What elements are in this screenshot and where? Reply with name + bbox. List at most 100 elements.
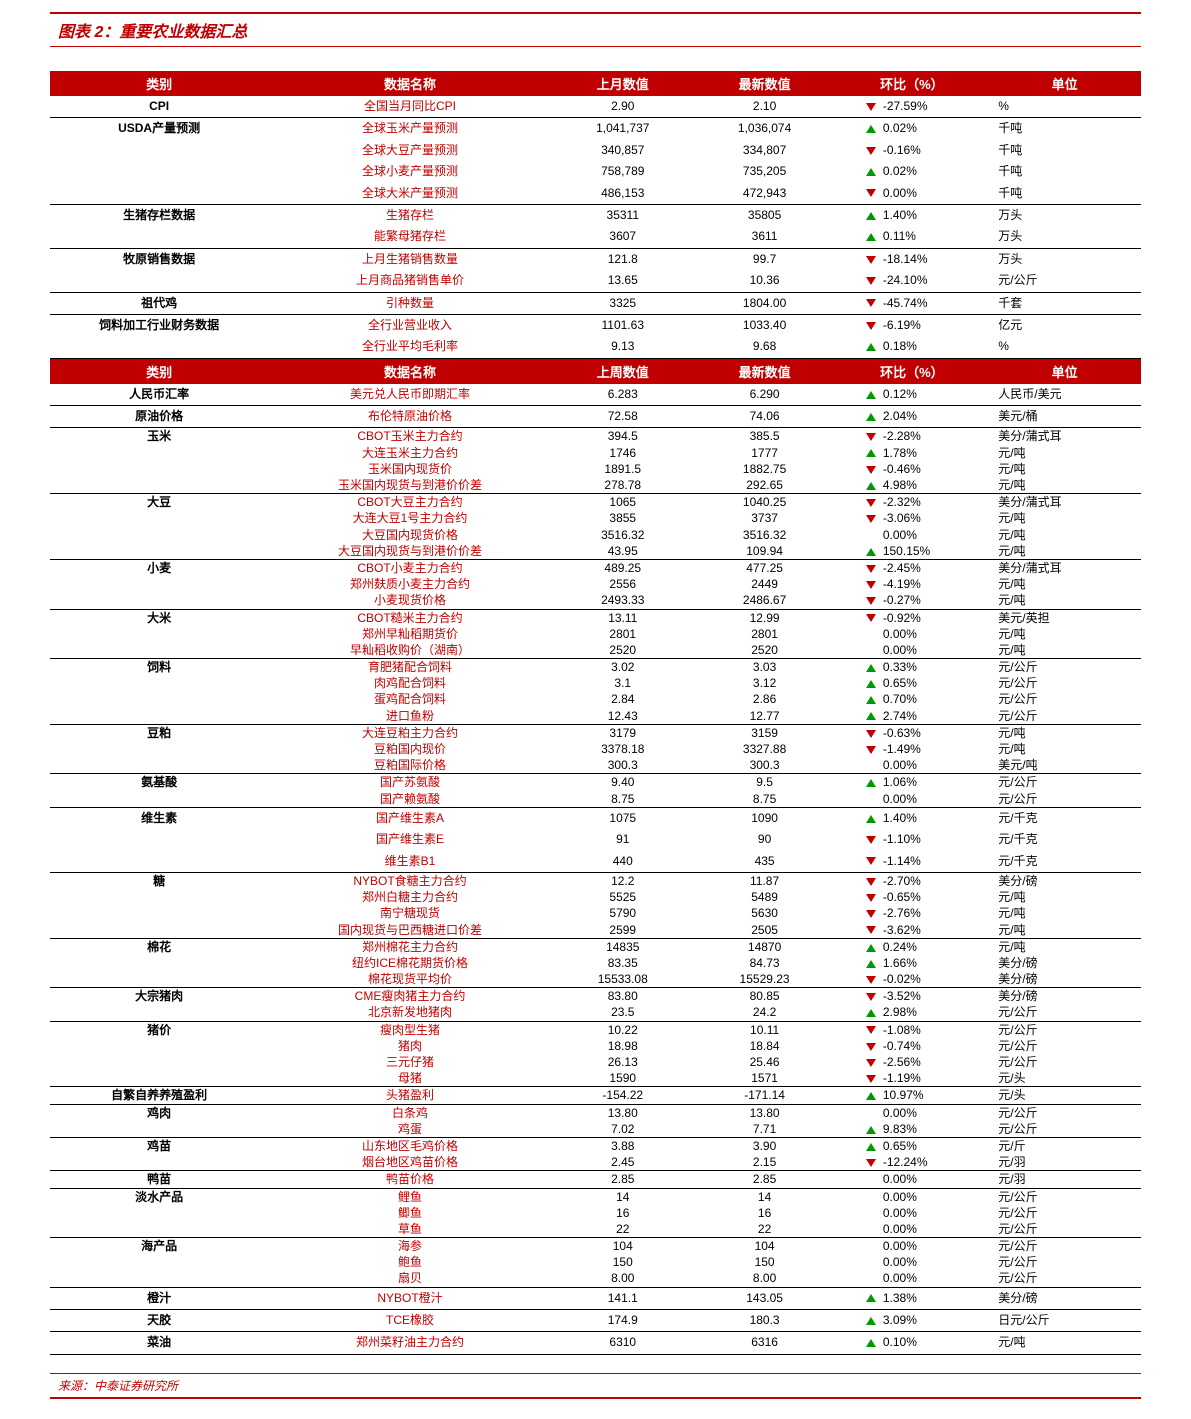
cell-prev-value: 394.5 bbox=[552, 428, 694, 445]
cell-latest-value: -171.14 bbox=[694, 1087, 836, 1104]
cell-data-name: 烟台地区鸡苗价格 bbox=[268, 1154, 552, 1171]
cell-latest-value: 84.73 bbox=[694, 955, 836, 971]
cell-latest-value: 1571 bbox=[694, 1070, 836, 1087]
cell-pct-change: 0.00% bbox=[836, 757, 989, 774]
cell-category: 人民币汇率 bbox=[50, 384, 268, 406]
cell-latest-value: 472,943 bbox=[694, 183, 836, 205]
source-label: 来源：中泰证券研究所 bbox=[58, 1379, 178, 1393]
table-row: 南宁糖现货57905630 -2.76%元/吨 bbox=[50, 905, 1141, 921]
cell-latest-value: 74.06 bbox=[694, 406, 836, 428]
table-row: 肉鸡配合饲料3.13.12 0.65%元/公斤 bbox=[50, 675, 1141, 691]
table-row: 猪价瘦肉型生猪10.2210.11 -1.08%元/公斤 bbox=[50, 1021, 1141, 1038]
cell-pct-change: -2.70% bbox=[836, 872, 989, 889]
cell-pct-change: -0.02% bbox=[836, 971, 989, 988]
cell-unit: 亿元 bbox=[988, 314, 1141, 336]
cell-data-name: 大连大豆1号主力合约 bbox=[268, 510, 552, 526]
cell-unit: 元/公斤 bbox=[988, 1188, 1141, 1205]
cell-latest-value: 16 bbox=[694, 1205, 836, 1221]
cell-latest-value: 1777 bbox=[694, 445, 836, 461]
cell-latest-value: 1882.75 bbox=[694, 461, 836, 477]
table-row: 国产赖氨酸8.758.75 0.00%元/公斤 bbox=[50, 791, 1141, 808]
cell-data-name: 大豆国内现货价格 bbox=[268, 527, 552, 543]
cell-data-name: 瘦肉型生猪 bbox=[268, 1021, 552, 1038]
table-row: 玉米CBOT玉米主力合约394.5385.5 -2.28%美分/蒲式耳 bbox=[50, 428, 1141, 445]
cell-unit: 千套 bbox=[988, 292, 1141, 314]
cell-data-name: 国产苏氨酸 bbox=[268, 774, 552, 791]
cell-prev-value: 91 bbox=[552, 829, 694, 850]
cell-prev-value: 1,041,737 bbox=[552, 118, 694, 140]
cell-prev-value: -154.22 bbox=[552, 1087, 694, 1104]
cell-category bbox=[50, 592, 268, 609]
table-row: 天胶TCE橡胶174.9180.3 3.09%日元/公斤 bbox=[50, 1310, 1141, 1332]
cell-category bbox=[50, 445, 268, 461]
cell-unit: 元/吨 bbox=[988, 461, 1141, 477]
cell-unit: 元/公斤 bbox=[988, 1221, 1141, 1238]
cell-latest-value: 2520 bbox=[694, 642, 836, 659]
cell-prev-value: 174.9 bbox=[552, 1310, 694, 1332]
cell-category bbox=[50, 226, 268, 248]
cell-latest-value: 10.36 bbox=[694, 270, 836, 292]
cell-unit: 元/公斤 bbox=[988, 1205, 1141, 1221]
cell-data-name: 国产维生素E bbox=[268, 829, 552, 850]
arrow-none-icon bbox=[866, 1113, 876, 1114]
cell-unit: 元/公斤 bbox=[988, 675, 1141, 691]
arrow-down-icon bbox=[866, 926, 876, 934]
cell-data-name: 能繁母猪存栏 bbox=[268, 226, 552, 248]
arrow-up-icon bbox=[866, 168, 876, 176]
cell-unit: 美元/桶 bbox=[988, 406, 1141, 428]
table-row: 氨基酸国产苏氨酸9.409.5 1.06%元/公斤 bbox=[50, 774, 1141, 791]
cell-prev-value: 340,857 bbox=[552, 140, 694, 161]
cell-latest-value: 300.3 bbox=[694, 757, 836, 774]
cell-pct-change: 0.00% bbox=[836, 642, 989, 659]
table-row: 草鱼2222 0.00%元/公斤 bbox=[50, 1221, 1141, 1238]
cell-latest-value: 3.90 bbox=[694, 1137, 836, 1154]
cell-pct-change: 0.00% bbox=[836, 183, 989, 205]
cell-data-name: 玉米国内现货与到港价价差 bbox=[268, 477, 552, 494]
table-row: 豆粕国内现价3378.183327.88 -1.49%元/吨 bbox=[50, 741, 1141, 757]
cell-unit: 元/千克 bbox=[988, 807, 1141, 829]
cell-latest-value: 1033.40 bbox=[694, 314, 836, 336]
cell-category: 祖代鸡 bbox=[50, 292, 268, 314]
cell-data-name: 全行业平均毛利率 bbox=[268, 336, 552, 358]
cell-pct-change: -1.08% bbox=[836, 1021, 989, 1038]
cell-pct-change: -1.10% bbox=[836, 829, 989, 850]
arrow-down-icon bbox=[866, 277, 876, 285]
arrow-down-icon bbox=[866, 597, 876, 605]
cell-pct-change: 0.11% bbox=[836, 226, 989, 248]
cell-pct-change: 4.98% bbox=[836, 477, 989, 494]
cell-latest-value: 5630 bbox=[694, 905, 836, 921]
cell-prev-value: 83.80 bbox=[552, 988, 694, 1005]
cell-unit: 元/吨 bbox=[988, 741, 1141, 757]
cell-data-name: 肉鸡配合饲料 bbox=[268, 675, 552, 691]
th-name: 数据名称 bbox=[268, 71, 552, 96]
cell-pct-change: -27.59% bbox=[836, 96, 989, 118]
cell-data-name: 大连豆粕主力合约 bbox=[268, 724, 552, 741]
cell-category bbox=[50, 708, 268, 725]
th-v2: 最新数值 bbox=[694, 71, 836, 96]
cell-latest-value: 2.15 bbox=[694, 1154, 836, 1171]
cell-latest-value: 2801 bbox=[694, 626, 836, 642]
table-row: 饲料育肥猪配合饲料3.023.03 0.33%元/公斤 bbox=[50, 659, 1141, 676]
cell-unit: 美分/蒲式耳 bbox=[988, 494, 1141, 511]
cell-data-name: 郑州白糖主力合约 bbox=[268, 889, 552, 905]
cell-prev-value: 13.11 bbox=[552, 609, 694, 626]
cell-category: 维生素 bbox=[50, 807, 268, 829]
cell-unit: 元/吨 bbox=[988, 543, 1141, 560]
table-row: 祖代鸡引种数量33251804.00 -45.74%千套 bbox=[50, 292, 1141, 314]
cell-prev-value: 13.80 bbox=[552, 1104, 694, 1121]
table-row: 原油价格布伦特原油价格72.5874.06 2.04%美元/桶 bbox=[50, 406, 1141, 428]
table-row: 棉花现货平均价15533.0815529.23 -0.02%美分/磅 bbox=[50, 971, 1141, 988]
table-row: 豆粕国际价格300.3300.3 0.00%美元/吨 bbox=[50, 757, 1141, 774]
cell-unit: 元/公斤 bbox=[988, 1270, 1141, 1287]
cell-pct-change: -0.16% bbox=[836, 140, 989, 161]
cell-unit: 元/头 bbox=[988, 1087, 1141, 1104]
arrow-up-icon bbox=[866, 449, 876, 457]
arrow-up-icon bbox=[866, 391, 876, 399]
cell-latest-value: 3516.32 bbox=[694, 527, 836, 543]
cell-pct-change: -24.10% bbox=[836, 270, 989, 292]
cell-latest-value: 13.80 bbox=[694, 1104, 836, 1121]
cell-prev-value: 72.58 bbox=[552, 406, 694, 428]
cell-category: 淡水产品 bbox=[50, 1188, 268, 1205]
cell-category bbox=[50, 829, 268, 850]
cell-pct-change: 0.02% bbox=[836, 161, 989, 182]
